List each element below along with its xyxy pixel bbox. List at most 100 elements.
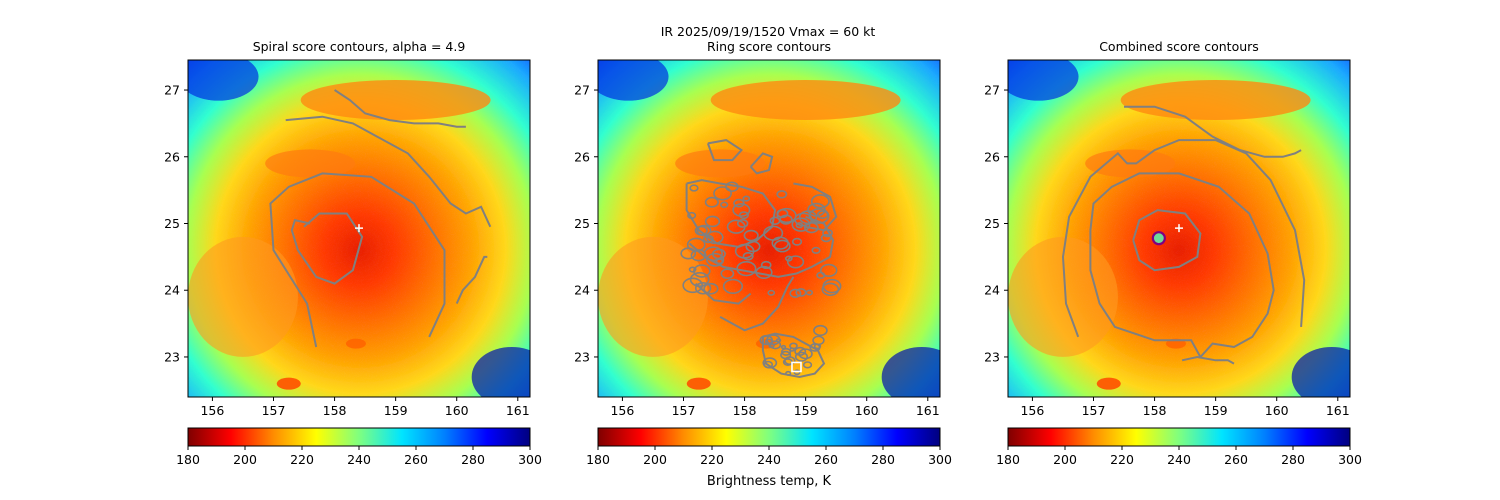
- x-tick-label: 156: [610, 403, 634, 418]
- score-contour: [759, 334, 773, 346]
- colorbar-tick-label: 240: [347, 452, 371, 467]
- colorbar-tick-label: 300: [518, 452, 542, 467]
- score-contour: [760, 260, 772, 270]
- x-tick-label: 161: [916, 403, 940, 418]
- square-marker: [791, 361, 802, 373]
- score-contour: [720, 268, 735, 279]
- score-contour: [789, 288, 802, 298]
- score-contour: [766, 334, 781, 346]
- score-contour: [779, 214, 793, 225]
- y-tick-label: 24: [164, 283, 180, 298]
- score-contour: [734, 243, 755, 259]
- score-contour: [808, 208, 830, 224]
- panel-title: Spiral score contours, alpha = 4.9: [253, 39, 466, 54]
- score-contour: [791, 237, 803, 246]
- score-contour: [715, 258, 724, 265]
- y-tick-label: 26: [984, 149, 1000, 164]
- panel-spiral: Spiral score contours, alpha = 4.9 156 157…: [164, 39, 542, 467]
- contour-group: [1061, 105, 1306, 365]
- score-contour: [694, 282, 712, 295]
- y-tick-label: 24: [574, 283, 590, 298]
- colorbar-tick-label: 280: [871, 452, 895, 467]
- colorbar-tick-label: 220: [1110, 452, 1134, 467]
- score-contour: [811, 246, 821, 254]
- colorbar-tick-label: 280: [461, 452, 485, 467]
- x-tick-label: 161: [506, 403, 530, 418]
- score-contour: [1181, 355, 1235, 365]
- colorbar: [597, 427, 941, 447]
- score-contour: [820, 263, 838, 278]
- colorbar-tick-label: 200: [1053, 452, 1077, 467]
- score-contour: [742, 251, 754, 261]
- score-contour: [821, 282, 840, 297]
- score-contour: [285, 115, 492, 228]
- score-contour: [822, 228, 833, 238]
- score-contour: [743, 229, 759, 242]
- colorbar: [187, 427, 531, 447]
- x-tick-label: 157: [672, 403, 696, 418]
- colorbar-tick-label: 180: [176, 452, 200, 467]
- axes-frame: [597, 59, 941, 398]
- score-contour: [1124, 105, 1302, 158]
- colorbar-tick-label: 200: [643, 452, 667, 467]
- y-tick-label: 24: [984, 283, 1000, 298]
- suptitle: IR 2025/09/19/1520 Vmax = 60 kt: [661, 24, 876, 39]
- score-contour: [769, 340, 782, 350]
- x-tick-label: 158: [323, 403, 347, 418]
- score-contour: [455, 255, 488, 305]
- score-contour: [776, 190, 788, 199]
- score-contour: [736, 219, 749, 228]
- score-contour: [785, 370, 792, 376]
- score-contour: [763, 225, 784, 241]
- axes-frame: [1007, 59, 1351, 398]
- y-tick-label: 23: [984, 349, 1000, 364]
- score-contour: [719, 276, 795, 332]
- score-contour: [791, 217, 811, 232]
- colorbar-tick-label: 260: [404, 452, 428, 467]
- score-contour: [703, 246, 723, 262]
- score-contour: [813, 324, 828, 337]
- x-tick-label: 157: [1082, 403, 1106, 418]
- score-contour: [704, 196, 719, 208]
- score-contour: [705, 230, 724, 245]
- panel-ring: Ring score contours 156 157 158 159 160 161 23 2…: [574, 39, 952, 467]
- score-contour: [704, 215, 721, 228]
- score-contour: [755, 265, 773, 280]
- ring-marker: [1151, 231, 1166, 246]
- panel-title: Combined score contours: [1099, 39, 1259, 54]
- score-contour: [713, 186, 732, 201]
- y-tick-label: 25: [984, 216, 1000, 231]
- score-contour: [290, 212, 364, 285]
- score-contour: [732, 203, 751, 217]
- y-tick-label: 27: [164, 83, 180, 98]
- score-contour: [798, 210, 818, 225]
- panel-title: Ring score contours: [707, 39, 831, 54]
- score-contour: [334, 89, 466, 128]
- center-plus-marker: [355, 224, 363, 233]
- colorbar-tick-label: 180: [996, 452, 1020, 467]
- score-contour: [680, 247, 697, 260]
- score-contour: [776, 207, 797, 224]
- score-contour: [742, 195, 751, 202]
- score-contour: [793, 182, 838, 232]
- x-tick-label: 157: [262, 403, 286, 418]
- brightness-field: [598, 60, 940, 397]
- score-contour: [820, 233, 832, 243]
- score-contour: [816, 210, 829, 220]
- x-tick-label: 160: [445, 403, 469, 418]
- score-contour: [706, 139, 744, 162]
- score-contour: [705, 252, 725, 267]
- score-contour: [773, 239, 791, 253]
- score-contour: [802, 361, 813, 369]
- score-contour: [703, 282, 719, 295]
- score-contour: [812, 335, 825, 346]
- x-tick-label: 161: [1326, 403, 1350, 418]
- score-contour: [805, 289, 814, 296]
- score-contour: [794, 351, 809, 362]
- score-contour: [689, 184, 699, 192]
- score-contour: [780, 350, 792, 360]
- axes-frame: [187, 59, 531, 398]
- score-contour: [780, 347, 792, 356]
- contour-group: [680, 181, 842, 376]
